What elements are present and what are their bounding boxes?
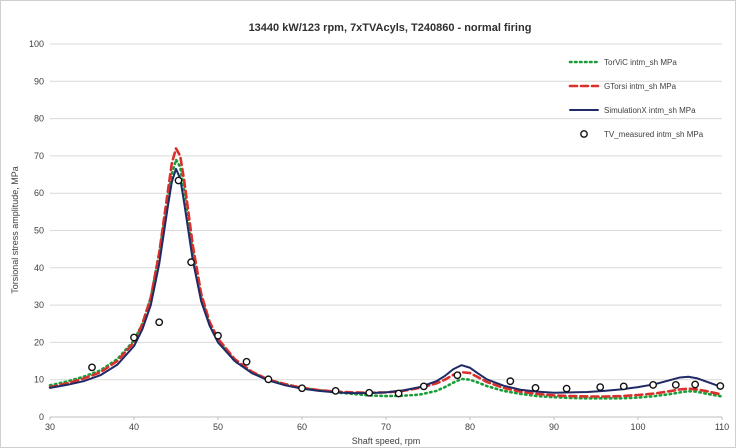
y-tick-label: 0 xyxy=(39,412,44,422)
legend-label: TorViC intm_sh MPa xyxy=(604,58,677,67)
y-tick-label: 100 xyxy=(29,39,44,49)
y-tick-label: 20 xyxy=(34,337,44,347)
chart-title: 13440 kW/123 rpm, 7xTVAcyls, T240860 - n… xyxy=(249,22,532,34)
y-tick-label: 80 xyxy=(34,114,44,124)
measured-point xyxy=(187,258,196,267)
measured-point xyxy=(419,382,428,391)
y-tick-label: 40 xyxy=(34,263,44,273)
y-tick-label: 30 xyxy=(34,300,44,310)
legend-label: TV_measured intm_sh MPa xyxy=(604,130,704,139)
x-tick-label: 70 xyxy=(381,422,391,432)
x-tick-label: 60 xyxy=(297,422,307,432)
measured-point xyxy=(453,371,462,380)
y-axis-title: Torsional stress amplitude, MPa xyxy=(10,166,20,294)
measured-point xyxy=(596,383,605,392)
x-tick-label: 30 xyxy=(45,422,55,432)
legend: TorViC intm_sh MPa GTorsi intm_sh MPa Simu… xyxy=(568,58,704,139)
measured-point xyxy=(214,331,222,340)
measured-point xyxy=(298,384,306,393)
legend-label: GTorsi intm_sh MPa xyxy=(604,82,677,91)
y-tick-label: 60 xyxy=(34,188,44,198)
measured-point xyxy=(394,389,403,398)
x-tick-label: 90 xyxy=(549,422,559,432)
x-tick-label: 100 xyxy=(630,422,645,432)
measured-point xyxy=(365,388,374,397)
legend-swatch-markers xyxy=(580,130,588,138)
measured-point xyxy=(331,386,340,395)
measured-point xyxy=(562,384,571,393)
series-layer xyxy=(48,147,725,400)
measured-point xyxy=(619,382,628,391)
measured-point xyxy=(88,363,96,372)
measured-point xyxy=(649,381,658,389)
measured-point xyxy=(691,380,700,389)
measured-point xyxy=(264,375,273,384)
measured-point xyxy=(716,382,725,390)
y-tick-label: 10 xyxy=(34,375,44,385)
measured-point xyxy=(155,318,164,327)
measured-point xyxy=(506,377,515,386)
y-tick-label: 70 xyxy=(34,151,44,161)
legend-label: SimulationX intm_sh MPa xyxy=(604,106,696,115)
measured-point xyxy=(671,381,680,389)
measured-point xyxy=(242,357,251,366)
measured-point xyxy=(531,384,540,392)
axes: 0 10 20 30 40 50 60 70 80 90 100 30 40 50 60 70 80 90 100 1… xyxy=(29,39,729,432)
x-tick-label: 40 xyxy=(129,422,139,432)
measured-point xyxy=(174,176,183,185)
x-axis-title: Shaft speed, rpm xyxy=(352,436,421,446)
y-tick-label: 50 xyxy=(34,226,44,236)
x-tick-label: 110 xyxy=(715,422,729,432)
y-tick-label: 90 xyxy=(34,76,44,86)
x-tick-label: 80 xyxy=(465,422,475,432)
measured-point xyxy=(130,333,138,342)
x-tick-label: 50 xyxy=(213,422,223,432)
